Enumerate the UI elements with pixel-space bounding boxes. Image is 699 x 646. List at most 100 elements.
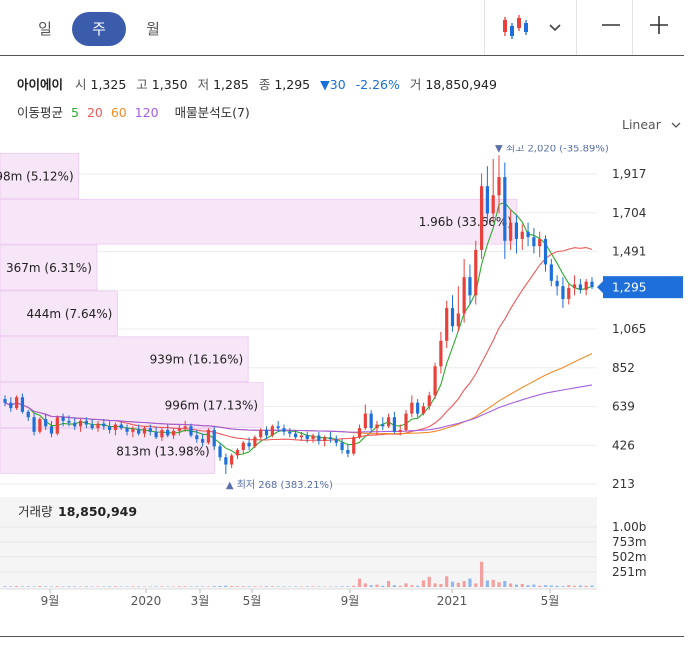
tab-monthly[interactable]: 월 xyxy=(146,20,160,38)
candle-body xyxy=(26,411,30,418)
volume-profile-bar xyxy=(0,336,249,383)
candle-body xyxy=(241,442,245,450)
zoom-in-icon[interactable] xyxy=(642,10,676,46)
candle-body xyxy=(183,426,187,429)
volume-label: 거 xyxy=(409,77,422,92)
candle-body xyxy=(195,435,199,440)
candle-body xyxy=(352,437,356,454)
candle-body xyxy=(212,429,216,447)
high-low-annotations: ▼ 최고 2,020 (-35.89%) ▲ 최저 268 (383.21%) xyxy=(226,145,609,490)
volume-bar xyxy=(55,586,59,587)
volume-bar xyxy=(520,584,524,587)
volume-bar xyxy=(485,580,489,587)
volume-bar xyxy=(590,585,594,587)
price-axis-tick: 1,704 xyxy=(612,206,646,220)
volume-bar xyxy=(84,586,88,587)
volume-bar xyxy=(427,576,431,587)
candle-body xyxy=(96,423,100,429)
volume-bar xyxy=(113,586,118,587)
volume-profile-label: 444m (7.64%) xyxy=(26,307,112,321)
candle-body xyxy=(171,430,176,436)
volume-value: 18,850,949 xyxy=(425,77,497,92)
candle-body xyxy=(520,231,524,239)
volume-bar xyxy=(189,586,193,587)
volume-profile-label: 939m (16.16%) xyxy=(150,353,244,367)
volume-bar xyxy=(346,586,350,587)
time-axis-tick: 2021 xyxy=(437,594,468,608)
volume-bar xyxy=(15,586,19,587)
candle-body xyxy=(15,397,19,409)
zoom-out-icon[interactable] xyxy=(594,10,628,46)
current-price-badge xyxy=(603,276,683,299)
candle-body xyxy=(288,431,292,434)
tab-daily[interactable]: 일 xyxy=(38,20,52,38)
candle-body xyxy=(363,413,367,429)
close-price: 1,295 xyxy=(274,77,311,92)
volume-bar xyxy=(410,585,414,587)
candle-body xyxy=(375,424,379,429)
volume-bar xyxy=(276,586,280,587)
quote-summary: 아이에이 시 1,325 고 1,350 저 1,285 종 1,295 ▼30… xyxy=(17,74,503,93)
tab-weekly[interactable]: 주 xyxy=(72,12,126,46)
chevron-down-icon[interactable] xyxy=(544,10,566,46)
volume-bar xyxy=(357,578,362,587)
volume-bar xyxy=(253,586,257,587)
candle-body xyxy=(311,435,315,440)
candle-body xyxy=(317,435,321,441)
volume-bar xyxy=(404,583,408,587)
time-axis-tick: 9월 xyxy=(341,594,360,608)
candle-body xyxy=(90,424,94,429)
price-chart[interactable]: 298m (5.12%) 1.96b (33.66%) 367m (6.31%) 44… xyxy=(0,145,699,490)
volume-profile: 298m (5.12%) 1.96b (33.66%) 367m (6.31%) 44… xyxy=(0,153,518,474)
candle-body xyxy=(160,429,164,438)
volume-bar xyxy=(259,586,263,587)
candle-body xyxy=(416,402,420,414)
volume-bar xyxy=(247,586,251,587)
volume-bar xyxy=(293,586,298,587)
volume-bar xyxy=(131,586,135,587)
candle-body xyxy=(462,277,466,314)
candle-body xyxy=(590,281,594,288)
candle-body xyxy=(491,195,495,214)
candle-body xyxy=(84,420,88,425)
volume-bar xyxy=(578,585,582,587)
chart-bottom-border xyxy=(0,636,684,637)
candle-body xyxy=(218,446,222,458)
open-label: 시 xyxy=(75,77,87,92)
volume-bar xyxy=(44,586,48,587)
time-axis-tick: 9월 xyxy=(41,594,60,608)
volume-bar xyxy=(206,586,211,587)
candle-body xyxy=(323,437,327,441)
volume-profile-label[interactable]: 매물분석도(7) xyxy=(174,105,250,120)
volume-bar xyxy=(468,578,472,587)
volume-bar xyxy=(503,581,507,587)
high-price-annotation: ▼ 최고 2,020 (-35.89%) xyxy=(495,145,609,154)
time-axis-tick: 5월 xyxy=(541,594,560,608)
volume-bar xyxy=(73,586,77,587)
close-label: 종 xyxy=(258,77,271,92)
high-label: 고 xyxy=(136,77,148,92)
candle-body xyxy=(206,429,211,443)
candle-body xyxy=(230,455,234,465)
candlestick-chart-icon[interactable] xyxy=(498,10,532,46)
volume-bar xyxy=(433,583,437,587)
candle-body xyxy=(282,428,286,432)
scale-mode-label: Linear xyxy=(622,117,661,132)
time-axis-tick: 5월 xyxy=(243,594,262,608)
scale-mode-selector[interactable]: Linear xyxy=(622,117,681,132)
candle-body xyxy=(346,449,350,454)
candle-body xyxy=(468,277,472,296)
volume-profile-bar xyxy=(0,290,118,337)
volume-bar xyxy=(479,561,484,587)
candle-body xyxy=(276,426,280,429)
price-axis-tick: 1,491 xyxy=(612,245,646,259)
volume-bars xyxy=(3,561,594,587)
candle-body xyxy=(450,308,455,327)
volume-bar xyxy=(264,586,269,587)
volume-bar xyxy=(509,583,513,587)
price-change: ▼30 xyxy=(320,77,346,92)
candle-body xyxy=(235,449,240,456)
price-axis-tick: 213 xyxy=(612,477,635,490)
volume-bar xyxy=(305,586,309,587)
